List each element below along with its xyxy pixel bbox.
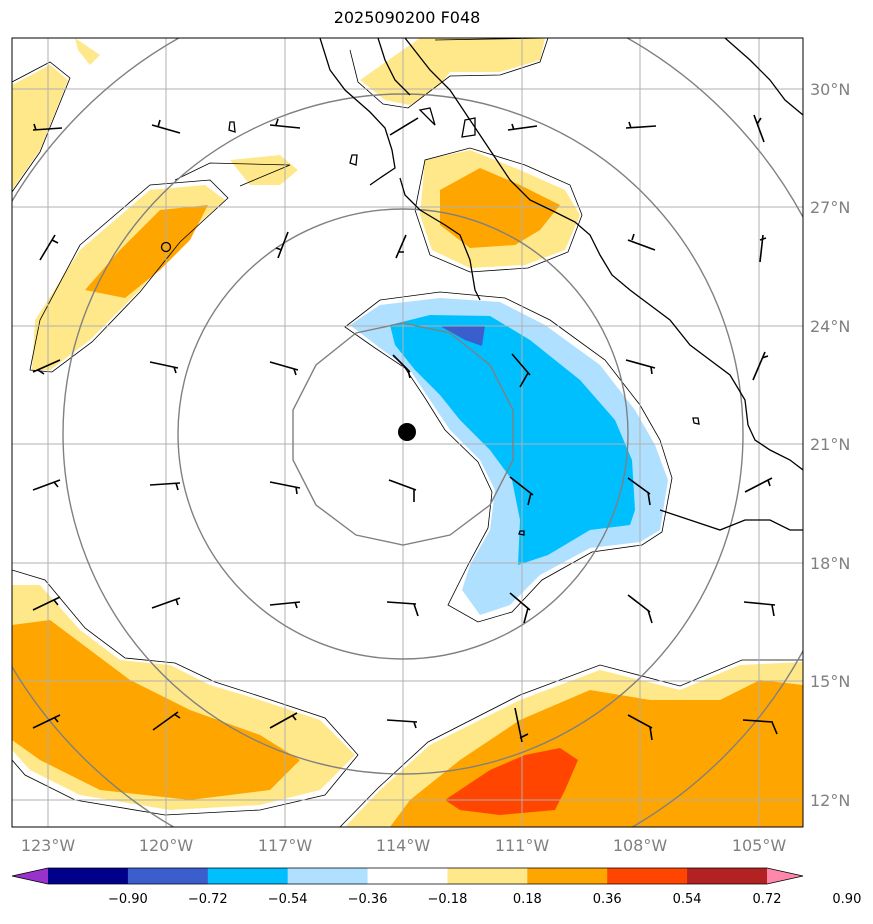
lon-label: 105°W bbox=[732, 836, 787, 855]
wind-barbs bbox=[32, 114, 778, 743]
colorbar-tick-label: −0.36 bbox=[348, 892, 388, 907]
contour-fill-orange bbox=[12, 168, 803, 827]
lon-label: 117°W bbox=[258, 836, 313, 855]
map-title: 2025090200 F048 bbox=[333, 8, 481, 27]
lat-label: 18°N bbox=[810, 554, 850, 573]
lon-label: 108°W bbox=[613, 836, 668, 855]
lon-label: 123°W bbox=[21, 836, 76, 855]
colorbar-tick-label: −0.18 bbox=[428, 892, 468, 907]
contour-fill-red-orange bbox=[445, 748, 578, 815]
colorbar-tick-label: 0.36 bbox=[593, 892, 622, 907]
colorbar-segment bbox=[527, 868, 608, 884]
lon-label: 111°W bbox=[495, 836, 550, 855]
lat-label: 24°N bbox=[810, 317, 850, 336]
lon-label: 114°W bbox=[376, 836, 431, 855]
lat-label: 27°N bbox=[810, 198, 850, 217]
contour-fill-royal-blue bbox=[440, 326, 485, 346]
colorbar-segment bbox=[447, 868, 528, 884]
colorbar-segment bbox=[127, 868, 209, 884]
range-rings bbox=[12, 38, 803, 827]
lat-label: 12°N bbox=[810, 791, 850, 810]
map-frame bbox=[11, 37, 804, 828]
colorbar-tick-label: 0.54 bbox=[673, 892, 702, 907]
colorbar-segment bbox=[287, 868, 369, 884]
colorbar-segment bbox=[48, 868, 129, 884]
coastlines bbox=[160, 38, 803, 536]
lat-label: 21°N bbox=[810, 435, 850, 454]
latitude-labels: 30°N 27°N 24°N 21°N 18°N 15°N 12°N bbox=[810, 80, 850, 810]
colorbar-tick-label: 0.90 bbox=[832, 892, 861, 907]
longitude-labels: 123°W 120°W 117°W 114°W 111°W 108°W 105°… bbox=[21, 836, 787, 855]
colorbar-segment bbox=[687, 868, 768, 884]
colorbar-outline bbox=[11, 867, 804, 885]
colorbar-extend-min bbox=[12, 868, 48, 884]
colorbar-tick-label: −0.90 bbox=[108, 892, 148, 907]
lat-label: 30°N bbox=[810, 80, 850, 99]
graticule-lines bbox=[12, 38, 803, 827]
colorbar-segment bbox=[367, 868, 448, 884]
colorbar-segment bbox=[607, 868, 688, 884]
map-plot-area bbox=[12, 38, 803, 827]
colorbar: −0.90 −0.72 −0.54 −0.36 −0.18 0.18 0.36 0.54 0.7… bbox=[11, 867, 861, 907]
colorbar-tick-label: −0.72 bbox=[188, 892, 228, 907]
lon-label: 120°W bbox=[139, 836, 194, 855]
storm-center-marker bbox=[398, 423, 416, 441]
colorbar-tick-label: 0.18 bbox=[513, 892, 542, 907]
colorbar-tick-label: 0.72 bbox=[753, 892, 782, 907]
colorbar-tick-label: −0.54 bbox=[268, 892, 308, 907]
colorbar-segment bbox=[207, 868, 289, 884]
lat-label: 15°N bbox=[810, 672, 850, 691]
colorbar-extend-max bbox=[767, 868, 803, 884]
